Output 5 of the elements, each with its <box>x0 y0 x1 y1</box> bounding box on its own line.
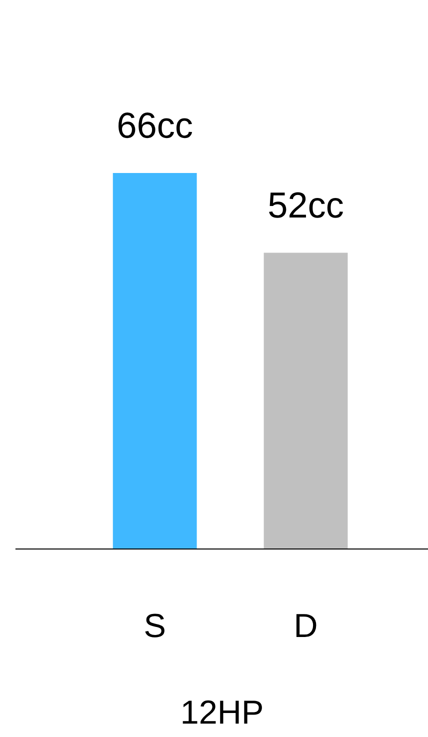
data-label: 66cc <box>118 112 192 138</box>
x-tick-label: S <box>145 614 164 638</box>
x-tick-label: D <box>296 614 316 638</box>
x-axis-title: 12HP <box>182 700 262 724</box>
data-label: 52cc <box>269 192 343 218</box>
